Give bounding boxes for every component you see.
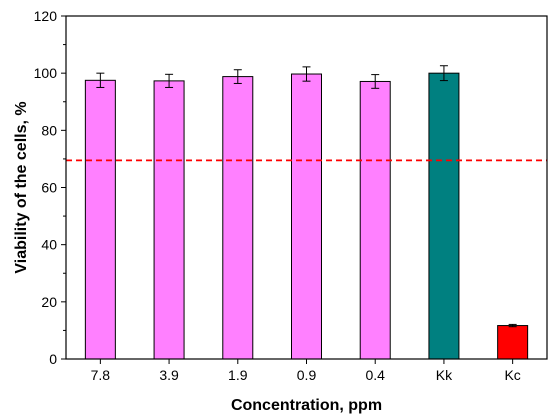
error-bar-7.8 <box>96 72 105 88</box>
y-tick-label: 60 <box>41 180 57 196</box>
x-tick-label: 3.9 <box>159 367 179 383</box>
error-bar-kc <box>508 323 517 328</box>
bar-1.9 <box>222 76 254 360</box>
x-tick-label: 7.8 <box>91 367 111 383</box>
y-tick-label: 120 <box>34 8 58 24</box>
error-bar-kk <box>439 65 448 82</box>
bar-0.9 <box>291 73 322 360</box>
bar-kc <box>497 325 529 360</box>
y-tick-label: 40 <box>41 237 57 253</box>
y-tick-label: 100 <box>34 65 58 81</box>
error-bar-1.9 <box>233 69 242 84</box>
error-bar-3.9 <box>165 73 174 88</box>
x-tick-label: 1.9 <box>228 367 248 383</box>
x-axis: 7.8 3.9 1.9 0.9 0.4 Kk Kc <box>91 359 521 383</box>
bar-kk <box>428 72 460 360</box>
bar-3.9 <box>153 80 185 360</box>
y-axis: 0 20 40 60 80 100 120 <box>34 8 66 367</box>
x-tick-label: Kk <box>436 367 453 383</box>
error-bars-layer <box>96 65 517 328</box>
error-bar-0.9 <box>302 66 311 82</box>
bars-layer <box>84 72 529 360</box>
x-tick-label: 0.9 <box>297 367 317 383</box>
y-tick-label: 0 <box>49 351 57 367</box>
error-bar-0.4 <box>371 74 380 89</box>
y-axis-title: Viability of the cells, % <box>13 101 30 273</box>
bar-7.8 <box>84 79 116 360</box>
bar-0.4 <box>359 80 391 360</box>
x-tick-label: 0.4 <box>365 367 385 383</box>
x-tick-label: Kc <box>504 367 520 383</box>
y-tick-label: 80 <box>41 122 57 138</box>
y-tick-label: 20 <box>41 294 57 310</box>
x-axis-title: Concentration, ppm <box>231 397 382 414</box>
